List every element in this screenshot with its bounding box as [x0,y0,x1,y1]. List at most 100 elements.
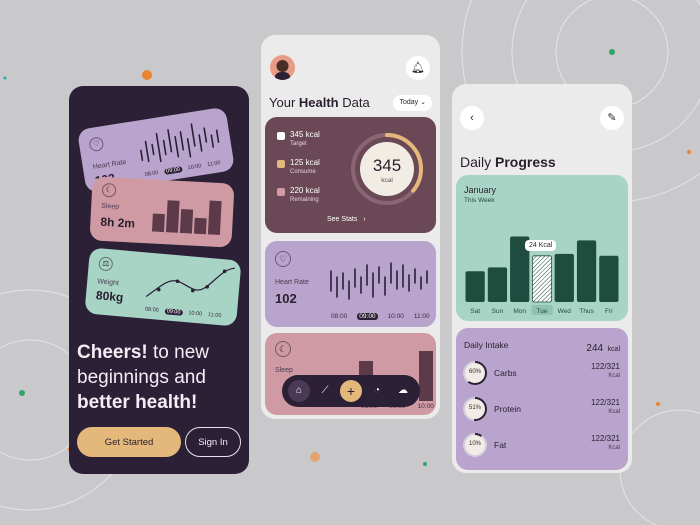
weight-card-times: 08:00 09:00 10:00 11:00 [145,307,222,320]
intake-total-value: 244 [586,343,604,354]
avatar[interactable] [270,55,295,80]
home-icon[interactable]: ⌂ [288,380,310,402]
calorie-card: 345 kcal Target 125 kcal Consume 220 kca… [265,117,436,233]
back-arrow-icon[interactable]: ‹ [460,106,484,130]
bottom-nav: ⌂ ⟋ + ◔ ☁ [282,375,420,407]
macro-row-carbs[interactable]: 60% Carbs 122/321 Kcal [462,360,624,388]
day-label: Wed [558,308,572,315]
weight-trend-line [145,267,235,298]
weight-value: 80kg [95,288,124,305]
weekly-chart-card: January This Week Sat Sun Mon Tue Wed Thus Fri… [456,175,628,321]
period-dropdown[interactable]: Today ⌄ [393,95,432,111]
calorie-label: Remaining [290,197,319,203]
see-stats-link[interactable]: See Stats › [327,216,366,223]
bar-wed[interactable] [554,253,574,302]
chart-icon[interactable]: ⟋ [321,385,329,396]
title-bold: Progress [495,154,556,170]
page-title: Your Health Data [269,95,370,110]
legend-swatch [277,132,285,140]
day-label: Sat [470,308,480,315]
heart-rate-card[interactable]: ♡ Heart Rate 102 08:00 09:00 10:00 11:00 [265,241,436,327]
sleep-label: Sleep [275,367,293,374]
sign-in-button[interactable]: Sign In [185,427,241,457]
weight-label: Weight [96,278,120,288]
heart-rate-value: 102 [275,291,297,306]
sleep-bars [151,200,222,236]
edit-pencil-icon[interactable]: ✎ [600,106,624,130]
period-label: This Week [464,197,495,204]
chevron-down-icon: ⌄ [420,99,426,106]
calorie-label: Consume [290,169,316,175]
heart-rate-times: 08:00 09:00 10:00 11:00 [331,313,430,320]
macro-name: Protein [494,404,521,414]
heart-rate-waveform [140,123,220,163]
macro-progress-ring [463,397,487,421]
calorie-ring: 345 kcal [351,133,423,205]
macro-percent: 51% [468,405,481,411]
welcome-headline: Cheers! to new beginnings and better hea… [77,340,245,415]
calorie-value: 220 kcal [290,186,320,195]
headline-normal: to new beginnings and [77,342,210,388]
see-stats-label: See Stats [327,216,358,223]
bar-sat[interactable] [465,271,485,302]
calorie-consume: 125 kcal Consume [277,158,320,175]
daily-intake-card: Daily Intake 244 kcal 60% Carbs 122/321 Kca… [456,328,628,470]
bar-mon[interactable] [510,236,530,302]
heart-icon: ♡ [88,136,105,153]
apple-icon[interactable]: ◔ [373,385,381,396]
day-label: Thus [579,308,594,315]
heart-rate-label: Heart Rate [92,158,127,172]
weekly-bar-chart: Sat Sun Mon Tue Wed Thus Fri [465,236,619,315]
get-started-button[interactable]: Get Started [77,427,181,457]
chef-hat-icon[interactable]: ☁ [398,385,408,396]
bar-thus[interactable] [576,240,597,302]
macro-value: 122/321 [591,398,620,407]
day-label: Mon [513,308,526,315]
day-label: Tue [537,308,548,315]
legend-swatch [277,188,285,196]
heart-icon: ♡ [275,251,291,267]
bar-sun[interactable] [487,267,508,302]
time-label: 08:00 [144,169,159,179]
macro-percent: 60% [468,369,481,375]
macro-progress-ring [463,433,487,457]
macro-unit: Kcal [608,373,620,379]
headline-bold-2: better health! [77,392,198,413]
macro-value: 122/321 [591,362,620,371]
weight-mini-card: ⚖ Weight 80kg 08:00 09:00 10:00 11:00 [84,247,242,327]
macro-progress-ring [463,361,487,385]
period-value: Today [399,99,419,106]
macro-value: 122/321 [591,434,620,443]
daily-progress-screen: ‹ ✎ Daily Progress January This Week Sat… [452,84,632,473]
headline-bold-1: Cheers! [77,342,148,363]
time-label-selected[interactable]: 09:00 [357,313,378,320]
heart-rate-waveform [330,262,428,300]
weight-scale-icon: ⚖ [98,256,114,272]
macro-row-protein[interactable]: 51% Protein 122/321 Kcal [462,396,624,424]
sleep-value: 8h 2m [100,214,136,231]
page-title: Daily Progress [460,154,556,170]
day-label: Fri [605,308,613,315]
health-dashboard-screen: 🔔︎ Your Health Data Today ⌄ 345 kcal Tar… [261,35,440,419]
macro-percent: 10% [468,441,481,447]
intake-label: Daily Intake [464,340,509,350]
avatar-portrait [275,60,290,80]
bar-value-tooltip: 24 Kcal [525,239,557,251]
calorie-ring-unit: kcal [381,177,393,184]
title-tail: Data [338,95,370,110]
legend-swatch [277,160,285,168]
plus-icon[interactable]: + [340,380,362,402]
notification-bell-icon[interactable]: 🔔︎ [406,56,430,80]
calorie-target: 345 kcal Target [277,130,320,147]
title-bold: Health [298,95,339,110]
day-label: Sun [492,308,504,315]
title-normal: Your [269,95,299,110]
intake-total: 244 kcal [586,338,620,356]
bar-fri[interactable] [599,255,619,302]
bar-tue[interactable] [531,255,553,303]
chevron-right-icon: › [359,216,366,223]
title-normal: Daily [460,154,496,170]
macro-row-fat[interactable]: 10% Fat 122/321 Kcal [462,432,624,460]
time-label-selected: 09:00 [164,308,183,316]
heart-rate-mini-card: ♡ Heart Rate 102 08:00 09:00 10:00 11:00 [76,106,236,194]
